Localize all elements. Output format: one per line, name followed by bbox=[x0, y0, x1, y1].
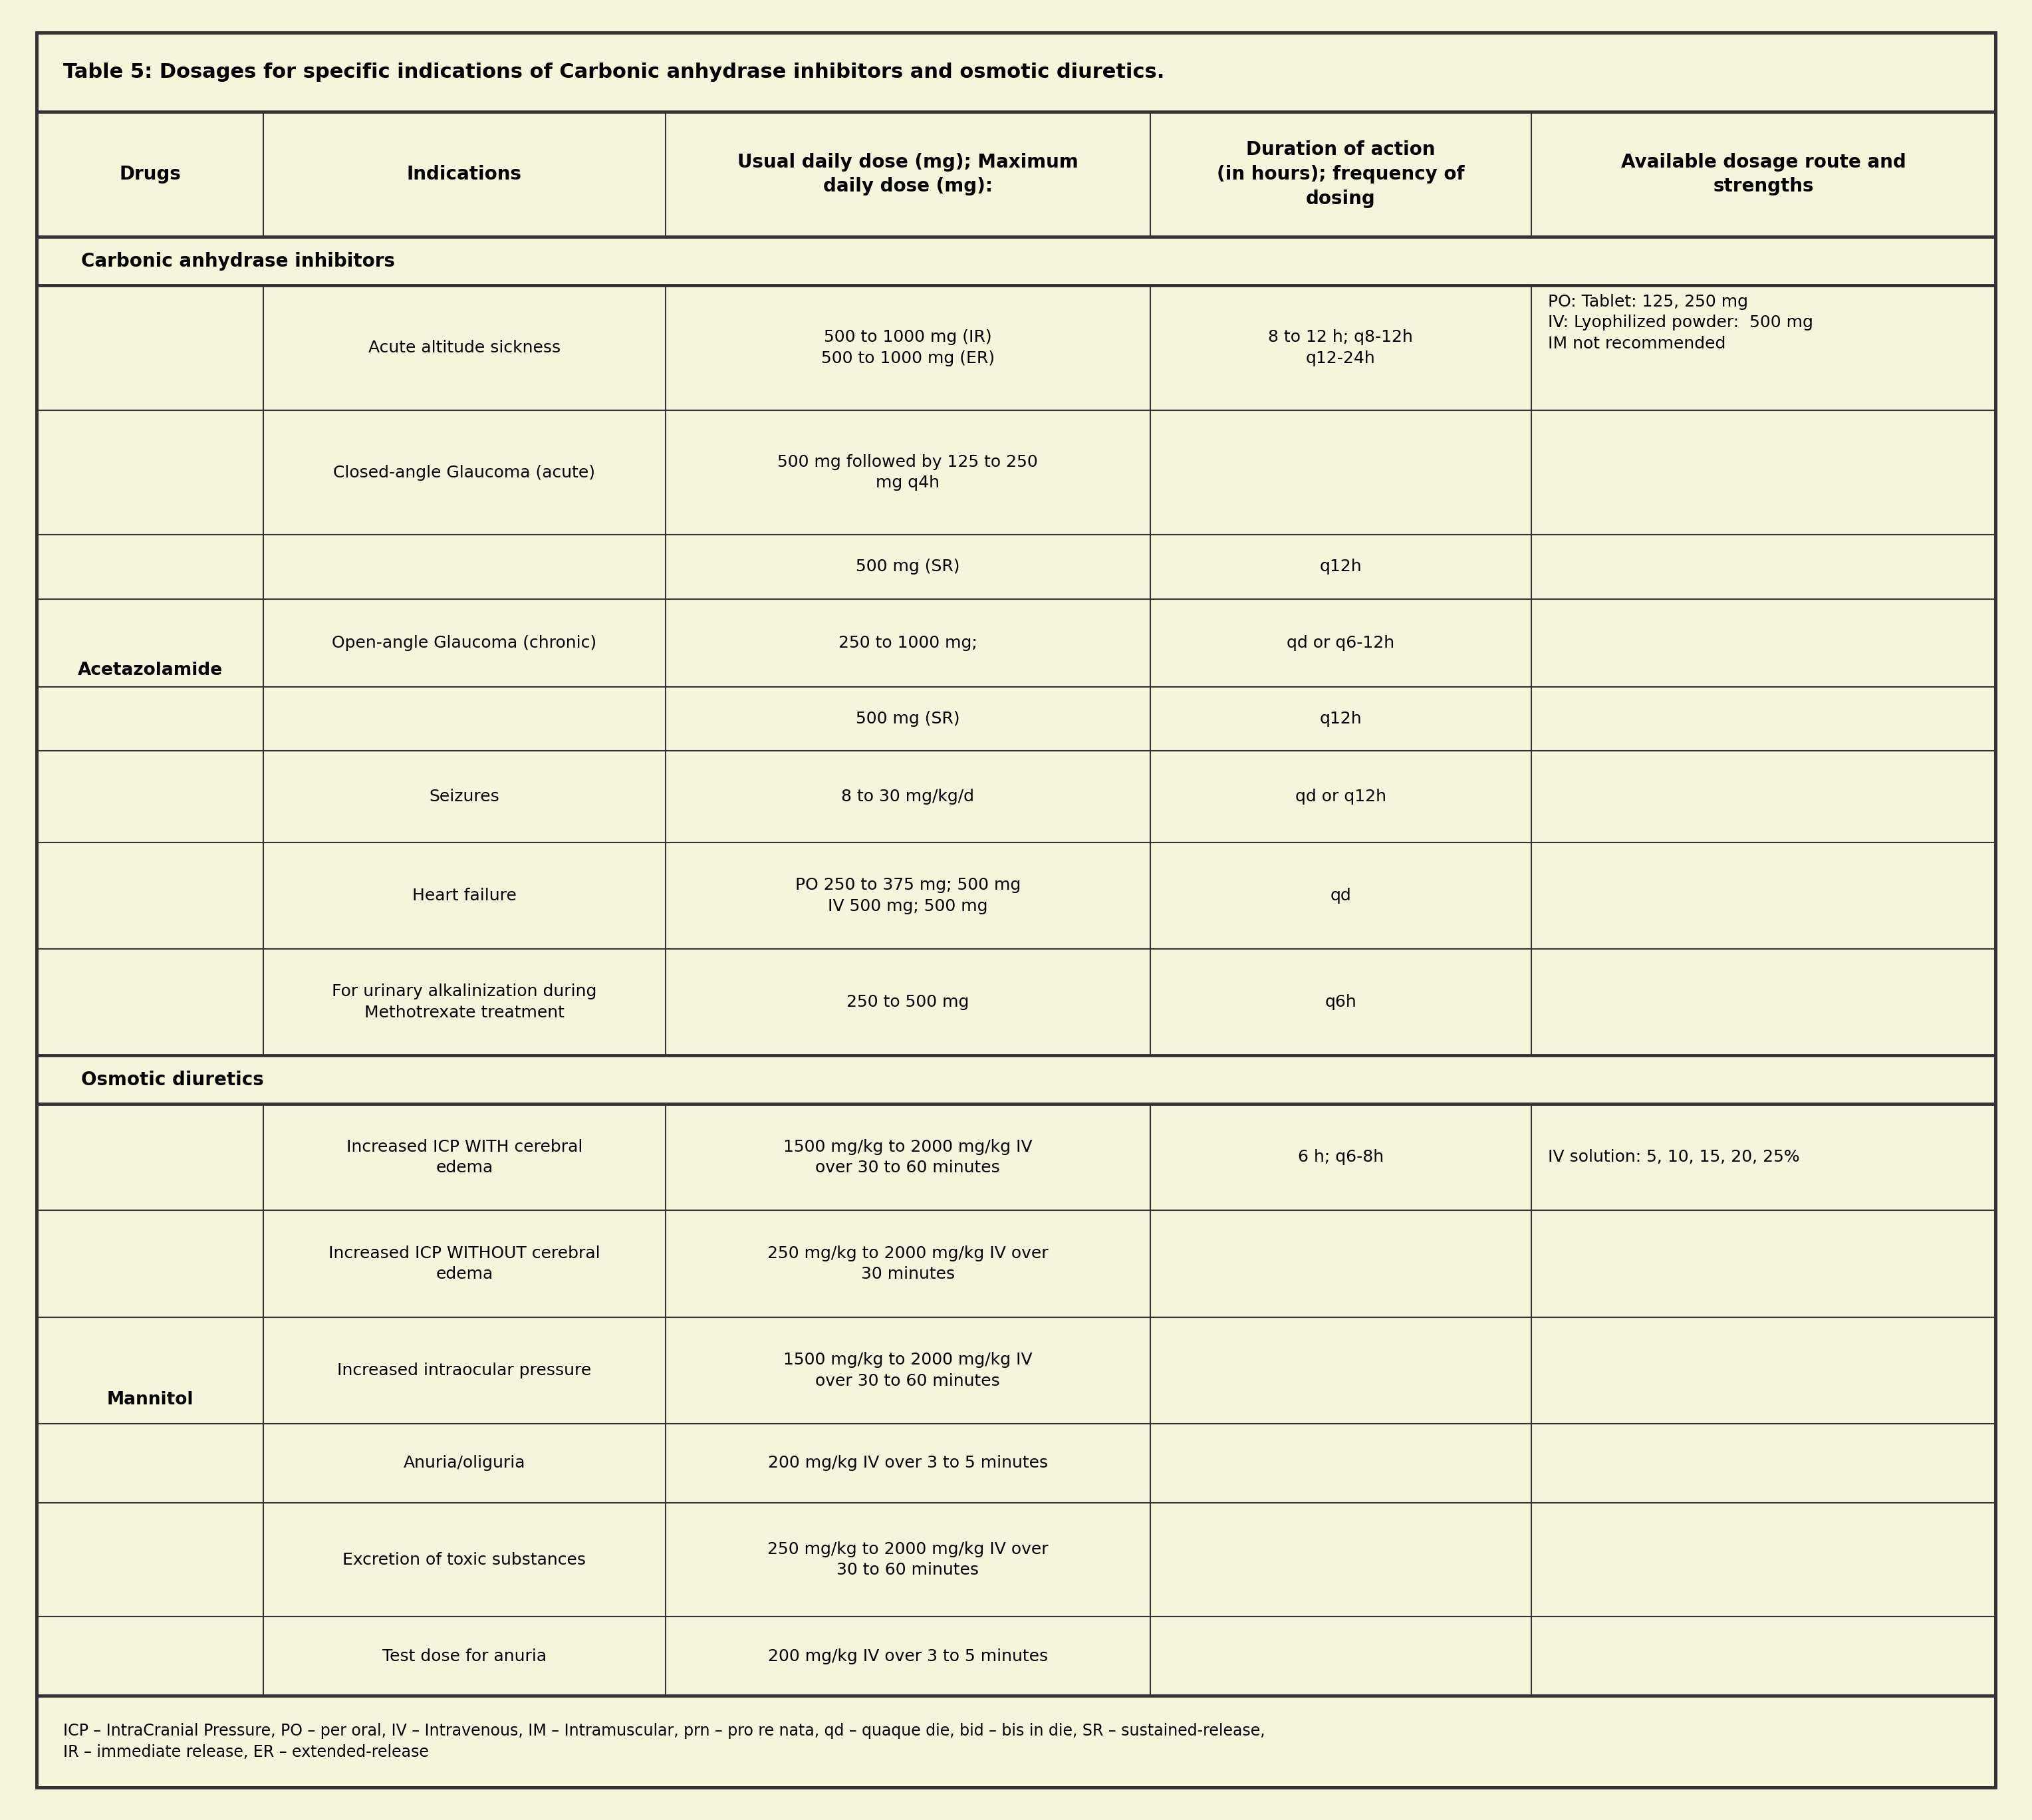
Text: Increased ICP WITH cerebral
edema: Increased ICP WITH cerebral edema bbox=[345, 1139, 583, 1176]
Text: 1500 mg/kg to 2000 mg/kg IV
over 30 to 60 minutes: 1500 mg/kg to 2000 mg/kg IV over 30 to 6… bbox=[782, 1139, 1032, 1176]
Text: Available dosage route and
strengths: Available dosage route and strengths bbox=[1622, 153, 1906, 197]
Text: Seizures: Seizures bbox=[429, 788, 500, 804]
Text: Osmotic diuretics: Osmotic diuretics bbox=[81, 1070, 264, 1088]
Text: Mannitol: Mannitol bbox=[106, 1390, 193, 1409]
Text: Increased ICP WITHOUT cerebral
edema: Increased ICP WITHOUT cerebral edema bbox=[329, 1245, 599, 1283]
Text: Closed-angle Glaucoma (acute): Closed-angle Glaucoma (acute) bbox=[333, 464, 595, 480]
Text: 500 mg followed by 125 to 250
mg q4h: 500 mg followed by 125 to 250 mg q4h bbox=[778, 453, 1038, 491]
Text: qd or q6-12h: qd or q6-12h bbox=[1286, 635, 1394, 652]
Text: 200 mg/kg IV over 3 to 5 minutes: 200 mg/kg IV over 3 to 5 minutes bbox=[768, 1456, 1049, 1471]
Text: q6h: q6h bbox=[1325, 994, 1357, 1010]
Text: PO 250 to 375 mg; 500 mg
IV 500 mg; 500 mg: PO 250 to 375 mg; 500 mg IV 500 mg; 500 … bbox=[795, 877, 1020, 914]
Text: 6 h; q6-8h: 6 h; q6-8h bbox=[1298, 1148, 1384, 1165]
Text: 250 to 500 mg: 250 to 500 mg bbox=[847, 994, 969, 1010]
Text: 8 to 12 h; q8-12h
q12-24h: 8 to 12 h; q8-12h q12-24h bbox=[1268, 329, 1412, 366]
Text: qd or q12h: qd or q12h bbox=[1294, 788, 1386, 804]
Text: Increased intraocular pressure: Increased intraocular pressure bbox=[337, 1363, 591, 1378]
Text: Indications: Indications bbox=[406, 166, 522, 184]
Text: Carbonic anhydrase inhibitors: Carbonic anhydrase inhibitors bbox=[81, 251, 394, 271]
Text: Usual daily dose (mg); Maximum
daily dose (mg):: Usual daily dose (mg); Maximum daily dos… bbox=[738, 153, 1079, 197]
Text: Acetazolamide: Acetazolamide bbox=[77, 662, 221, 679]
Text: 250 mg/kg to 2000 mg/kg IV over
30 minutes: 250 mg/kg to 2000 mg/kg IV over 30 minut… bbox=[768, 1245, 1049, 1283]
Text: 500 mg (SR): 500 mg (SR) bbox=[855, 712, 959, 726]
Text: Duration of action
(in hours); frequency of
dosing: Duration of action (in hours); frequency… bbox=[1217, 140, 1465, 207]
Text: Open-angle Glaucoma (chronic): Open-angle Glaucoma (chronic) bbox=[331, 635, 597, 652]
Text: Anuria/oliguria: Anuria/oliguria bbox=[404, 1456, 526, 1471]
Text: For urinary alkalinization during
Methotrexate treatment: For urinary alkalinization during Methot… bbox=[331, 983, 597, 1021]
Text: Heart failure: Heart failure bbox=[412, 888, 516, 903]
Text: PO: Tablet: 125, 250 mg
IV: Lyophilized powder:  500 mg
IM not recommended: PO: Tablet: 125, 250 mg IV: Lyophilized … bbox=[1548, 293, 1813, 351]
Text: 500 to 1000 mg (IR)
500 to 1000 mg (ER): 500 to 1000 mg (IR) 500 to 1000 mg (ER) bbox=[821, 329, 994, 366]
Text: 8 to 30 mg/kg/d: 8 to 30 mg/kg/d bbox=[841, 788, 973, 804]
Text: 200 mg/kg IV over 3 to 5 minutes: 200 mg/kg IV over 3 to 5 minutes bbox=[768, 1649, 1049, 1663]
Text: IV solution: 5, 10, 15, 20, 25%: IV solution: 5, 10, 15, 20, 25% bbox=[1548, 1148, 1800, 1165]
Text: Excretion of toxic substances: Excretion of toxic substances bbox=[343, 1552, 585, 1567]
Text: q12h: q12h bbox=[1319, 559, 1361, 575]
Text: Acute altitude sickness: Acute altitude sickness bbox=[368, 340, 561, 355]
Text: 500 mg (SR): 500 mg (SR) bbox=[855, 559, 959, 575]
Text: 1500 mg/kg to 2000 mg/kg IV
over 30 to 60 minutes: 1500 mg/kg to 2000 mg/kg IV over 30 to 6… bbox=[782, 1352, 1032, 1389]
Text: Test dose for anuria: Test dose for anuria bbox=[382, 1649, 547, 1663]
Text: Drugs: Drugs bbox=[120, 166, 181, 184]
Text: ICP – IntraCranial Pressure, PO – per oral, IV – Intravenous, IM – Intramuscular: ICP – IntraCranial Pressure, PO – per or… bbox=[63, 1724, 1266, 1760]
Text: 250 mg/kg to 2000 mg/kg IV over
30 to 60 minutes: 250 mg/kg to 2000 mg/kg IV over 30 to 60… bbox=[768, 1542, 1049, 1578]
Text: 250 to 1000 mg;: 250 to 1000 mg; bbox=[839, 635, 977, 652]
Text: qd: qd bbox=[1331, 888, 1351, 903]
Text: Table 5: Dosages for specific indications of Carbonic anhydrase inhibitors and o: Table 5: Dosages for specific indication… bbox=[63, 62, 1164, 82]
Text: q12h: q12h bbox=[1319, 712, 1361, 726]
